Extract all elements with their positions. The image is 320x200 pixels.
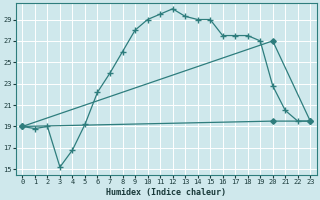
- X-axis label: Humidex (Indice chaleur): Humidex (Indice chaleur): [106, 188, 226, 197]
